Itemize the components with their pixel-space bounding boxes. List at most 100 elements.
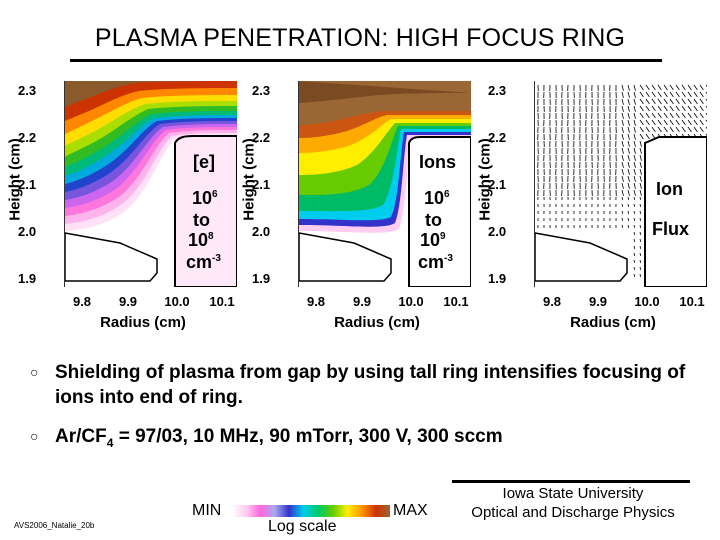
flux-vector (621, 168, 624, 175)
flux-vector (705, 98, 707, 102)
flux-vector (621, 133, 624, 140)
flux-vector (675, 119, 680, 126)
flux-vector (687, 119, 692, 126)
ion-density-contour-plot (298, 81, 471, 287)
bullet-item: ○ Ar/CF4 = 97/03, 10 MHz, 90 mTorr, 300 … (30, 424, 690, 456)
flux-vector (675, 112, 680, 119)
flux-vector (621, 161, 624, 168)
x-axis-label: Radius (cm) (334, 314, 420, 331)
flux-vector (645, 112, 650, 119)
flux-vector (639, 140, 642, 147)
base: 10 (420, 230, 441, 250)
flux-vector (669, 84, 674, 91)
flux-vector (705, 84, 707, 88)
flux-vector (639, 147, 642, 154)
flux-vector (639, 161, 642, 168)
flux-vector (657, 91, 662, 98)
flux-vector (687, 112, 692, 119)
density-range-low: 106 (192, 189, 218, 207)
flux-vector (645, 133, 650, 140)
flux-vector (639, 182, 642, 189)
x-tick: 9.8 (306, 294, 326, 309)
flux-vector (645, 126, 650, 133)
flux-vector (663, 84, 668, 91)
flux-vector (633, 238, 636, 242)
flux-vector (627, 210, 630, 214)
panel-electron-density: Height (cm) 2.3 2.2 2.1 2.0 1.9 [e] 106 … (0, 76, 240, 338)
flux-vector (669, 98, 674, 105)
flux-vector (675, 126, 680, 133)
flux-vector (639, 210, 642, 214)
flux-vector (627, 175, 630, 182)
flux-vector (657, 126, 662, 133)
flux-vector (687, 98, 692, 105)
flux-vector (669, 126, 674, 133)
y-tick: 2.3 (252, 83, 271, 98)
flux-vector (675, 98, 680, 105)
flux-vector (675, 91, 680, 98)
flux-vector (621, 91, 624, 98)
flux-vector (651, 98, 656, 105)
group-name: Optical and Discharge Physics (471, 504, 675, 521)
flux-vector (663, 91, 668, 98)
flux-vector (675, 84, 680, 91)
flux-vector (699, 126, 704, 133)
flux-vector (705, 105, 707, 109)
exponent: 9 (440, 231, 446, 242)
unit-exponent: -3 (212, 253, 221, 264)
flux-vector (627, 140, 630, 147)
flux-vector (693, 105, 698, 112)
y-tick: 2.3 (488, 83, 507, 98)
flux-vector (633, 259, 636, 263)
bullet-text: Shielding of plasma from gap by using ta… (55, 362, 686, 408)
flux-vector (645, 119, 650, 126)
flux-vector (699, 91, 704, 98)
unit: cm (186, 252, 213, 272)
flux-vector (627, 91, 630, 98)
flux-vector (633, 84, 636, 91)
y-tick: 2.0 (252, 224, 271, 239)
flux-vector (627, 147, 630, 154)
flux-vector (657, 112, 662, 119)
x-tick: 10.0 (634, 294, 660, 309)
flux-vector (621, 182, 624, 189)
flux-vector (687, 84, 692, 91)
flux-vector (657, 98, 662, 105)
flux-vector (639, 238, 642, 242)
flux-vector (633, 266, 636, 270)
unit-exponent: -3 (444, 253, 453, 264)
flux-vector (621, 224, 624, 228)
flux-vector (627, 203, 630, 207)
flux-vector (681, 98, 686, 105)
flux-vector (633, 112, 636, 119)
flux-vector (693, 98, 698, 105)
flux-vector (657, 119, 662, 126)
flux-label-line1: Ion (656, 179, 683, 199)
species-label: [e] (193, 152, 215, 172)
flux-vector (627, 119, 630, 126)
flux-vector (639, 266, 642, 270)
base: 10 (188, 230, 209, 250)
flux-vector (681, 112, 686, 119)
base: 10 (424, 188, 445, 208)
x-tick: 10.1 (679, 294, 705, 309)
colorbar-max-label: MAX (393, 502, 428, 519)
flux-vector (699, 105, 704, 112)
density-unit: cm-3 (186, 253, 221, 271)
flux-vector (627, 224, 630, 228)
flux-vector (693, 112, 698, 119)
flux-vector (633, 203, 636, 207)
flux-vector (633, 175, 636, 182)
flux-vector (705, 133, 707, 137)
flux-vector (621, 112, 624, 119)
flux-vector (633, 196, 636, 200)
flux-vector (645, 98, 650, 105)
title-underline (70, 59, 662, 62)
flux-vector (663, 105, 668, 112)
flux-vector (699, 119, 704, 126)
y-tick: 2.2 (18, 130, 37, 145)
flux-vector (693, 91, 698, 98)
university-name: Iowa State University (502, 485, 644, 502)
density-range-high: 108 (188, 231, 214, 249)
x-axis-label: Radius (cm) (100, 314, 186, 331)
